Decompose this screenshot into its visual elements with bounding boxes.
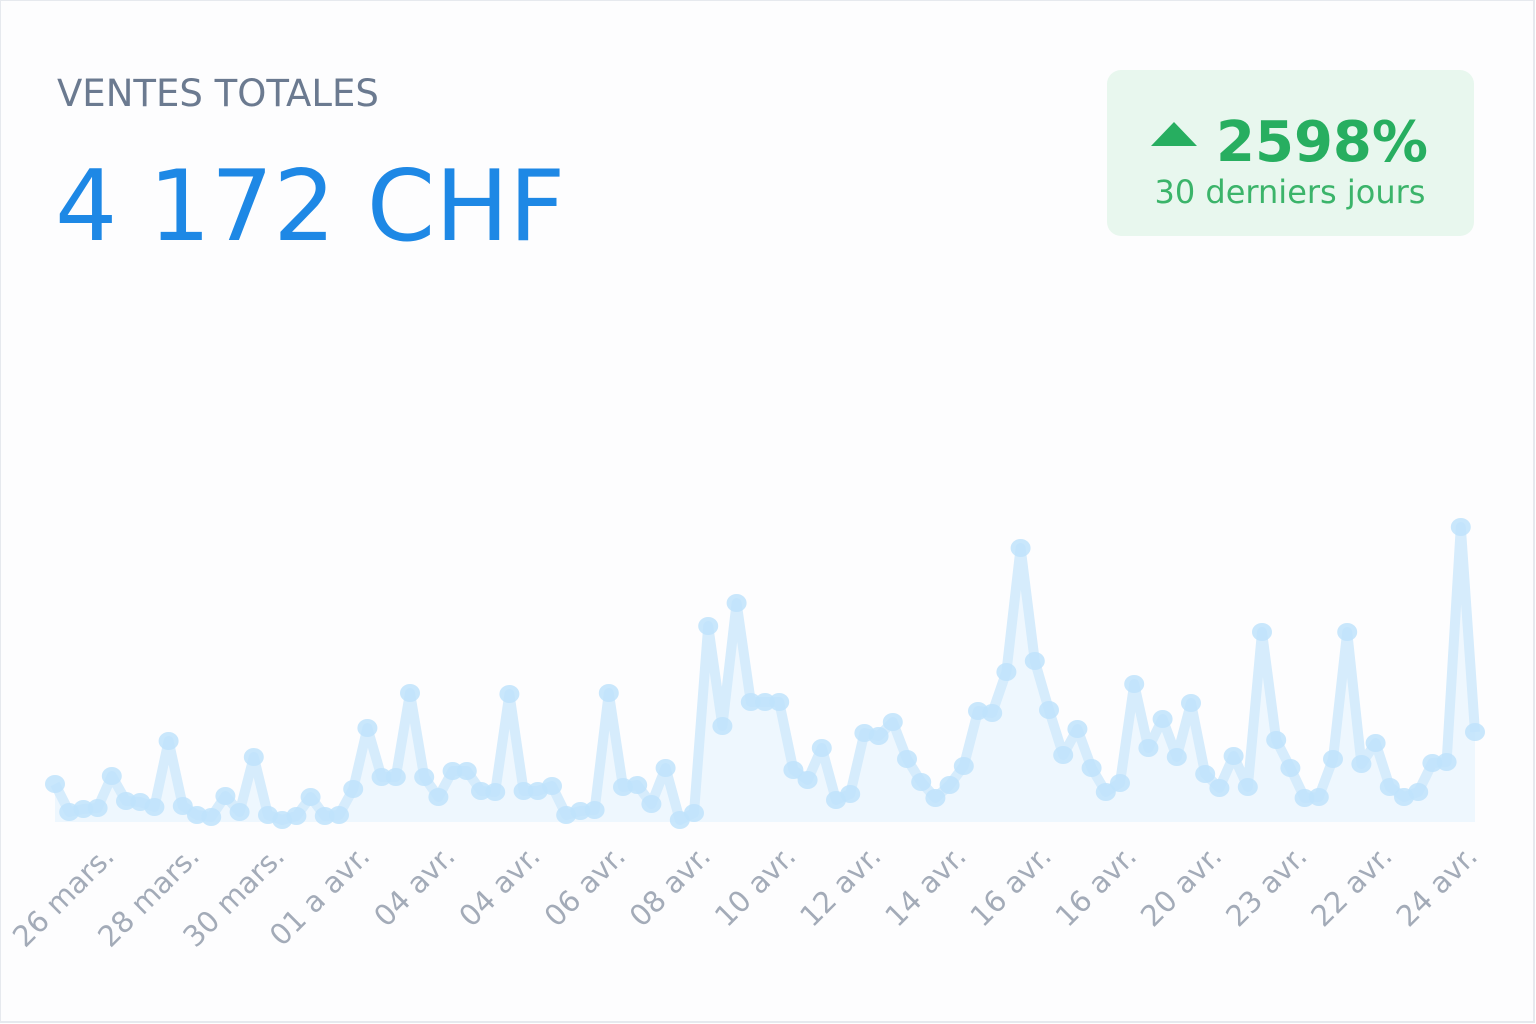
point [329, 806, 349, 824]
point [598, 684, 619, 702]
point [911, 773, 932, 791]
point [1152, 710, 1173, 728]
point [783, 761, 804, 779]
point [726, 594, 747, 612]
point [45, 775, 65, 793]
point [1039, 701, 1059, 719]
point [158, 732, 179, 750]
point [769, 693, 790, 711]
point [1053, 746, 1074, 764]
point [897, 750, 917, 768]
point [513, 782, 534, 800]
point [172, 797, 193, 815]
point [1067, 720, 1088, 738]
point [1010, 539, 1031, 557]
point [400, 684, 420, 702]
point [1138, 739, 1159, 757]
point [840, 785, 861, 803]
card-title: VENTES TOTALES [57, 72, 379, 115]
point [229, 803, 250, 821]
point [1237, 778, 1258, 796]
point [87, 799, 108, 817]
point [755, 693, 775, 711]
change-period: 30 derniers jours [1155, 173, 1426, 211]
point [371, 768, 392, 786]
point [1436, 753, 1457, 771]
point [542, 777, 562, 795]
change-percent: 2598% [1216, 110, 1428, 175]
point [1465, 723, 1485, 741]
point [811, 739, 832, 757]
point [1252, 623, 1272, 641]
point [627, 776, 648, 794]
point [300, 788, 321, 806]
point [499, 685, 520, 703]
point [655, 759, 676, 777]
point [740, 693, 761, 711]
point [1450, 518, 1471, 536]
point [1124, 675, 1145, 693]
up-arrow [1151, 122, 1197, 146]
area [55, 527, 1475, 822]
point [1266, 731, 1287, 749]
point [1195, 765, 1216, 783]
point [1223, 747, 1244, 765]
point [1408, 783, 1429, 801]
point [456, 762, 477, 780]
point [982, 704, 1003, 722]
point [1095, 783, 1116, 801]
point [414, 768, 435, 786]
point [201, 808, 222, 826]
point [882, 713, 903, 731]
point [1337, 623, 1358, 641]
point [485, 783, 506, 801]
point [925, 789, 946, 807]
total-value: 4 172 CHF [55, 150, 565, 264]
point [868, 727, 889, 745]
point [1323, 750, 1343, 768]
change-badge [1107, 70, 1474, 236]
point [1110, 774, 1130, 792]
point [797, 771, 818, 789]
point [343, 780, 364, 798]
point [101, 767, 122, 785]
point [584, 801, 605, 819]
point [1308, 788, 1329, 806]
point [939, 776, 960, 794]
point [1166, 748, 1187, 766]
point [1209, 779, 1230, 797]
point [215, 787, 236, 805]
point [385, 768, 406, 786]
point [698, 617, 719, 635]
point [1351, 755, 1372, 773]
point [442, 762, 463, 780]
point [286, 807, 307, 825]
point [144, 798, 165, 816]
point [1280, 759, 1301, 777]
point [684, 804, 704, 822]
point [953, 757, 974, 775]
point [641, 795, 662, 813]
point [1365, 734, 1386, 752]
point [712, 717, 733, 735]
point [428, 788, 449, 806]
point [1024, 652, 1045, 670]
point [1081, 759, 1102, 777]
point [996, 663, 1017, 681]
point [1181, 694, 1201, 712]
point [1379, 778, 1400, 796]
point [243, 748, 264, 766]
point [357, 719, 378, 737]
